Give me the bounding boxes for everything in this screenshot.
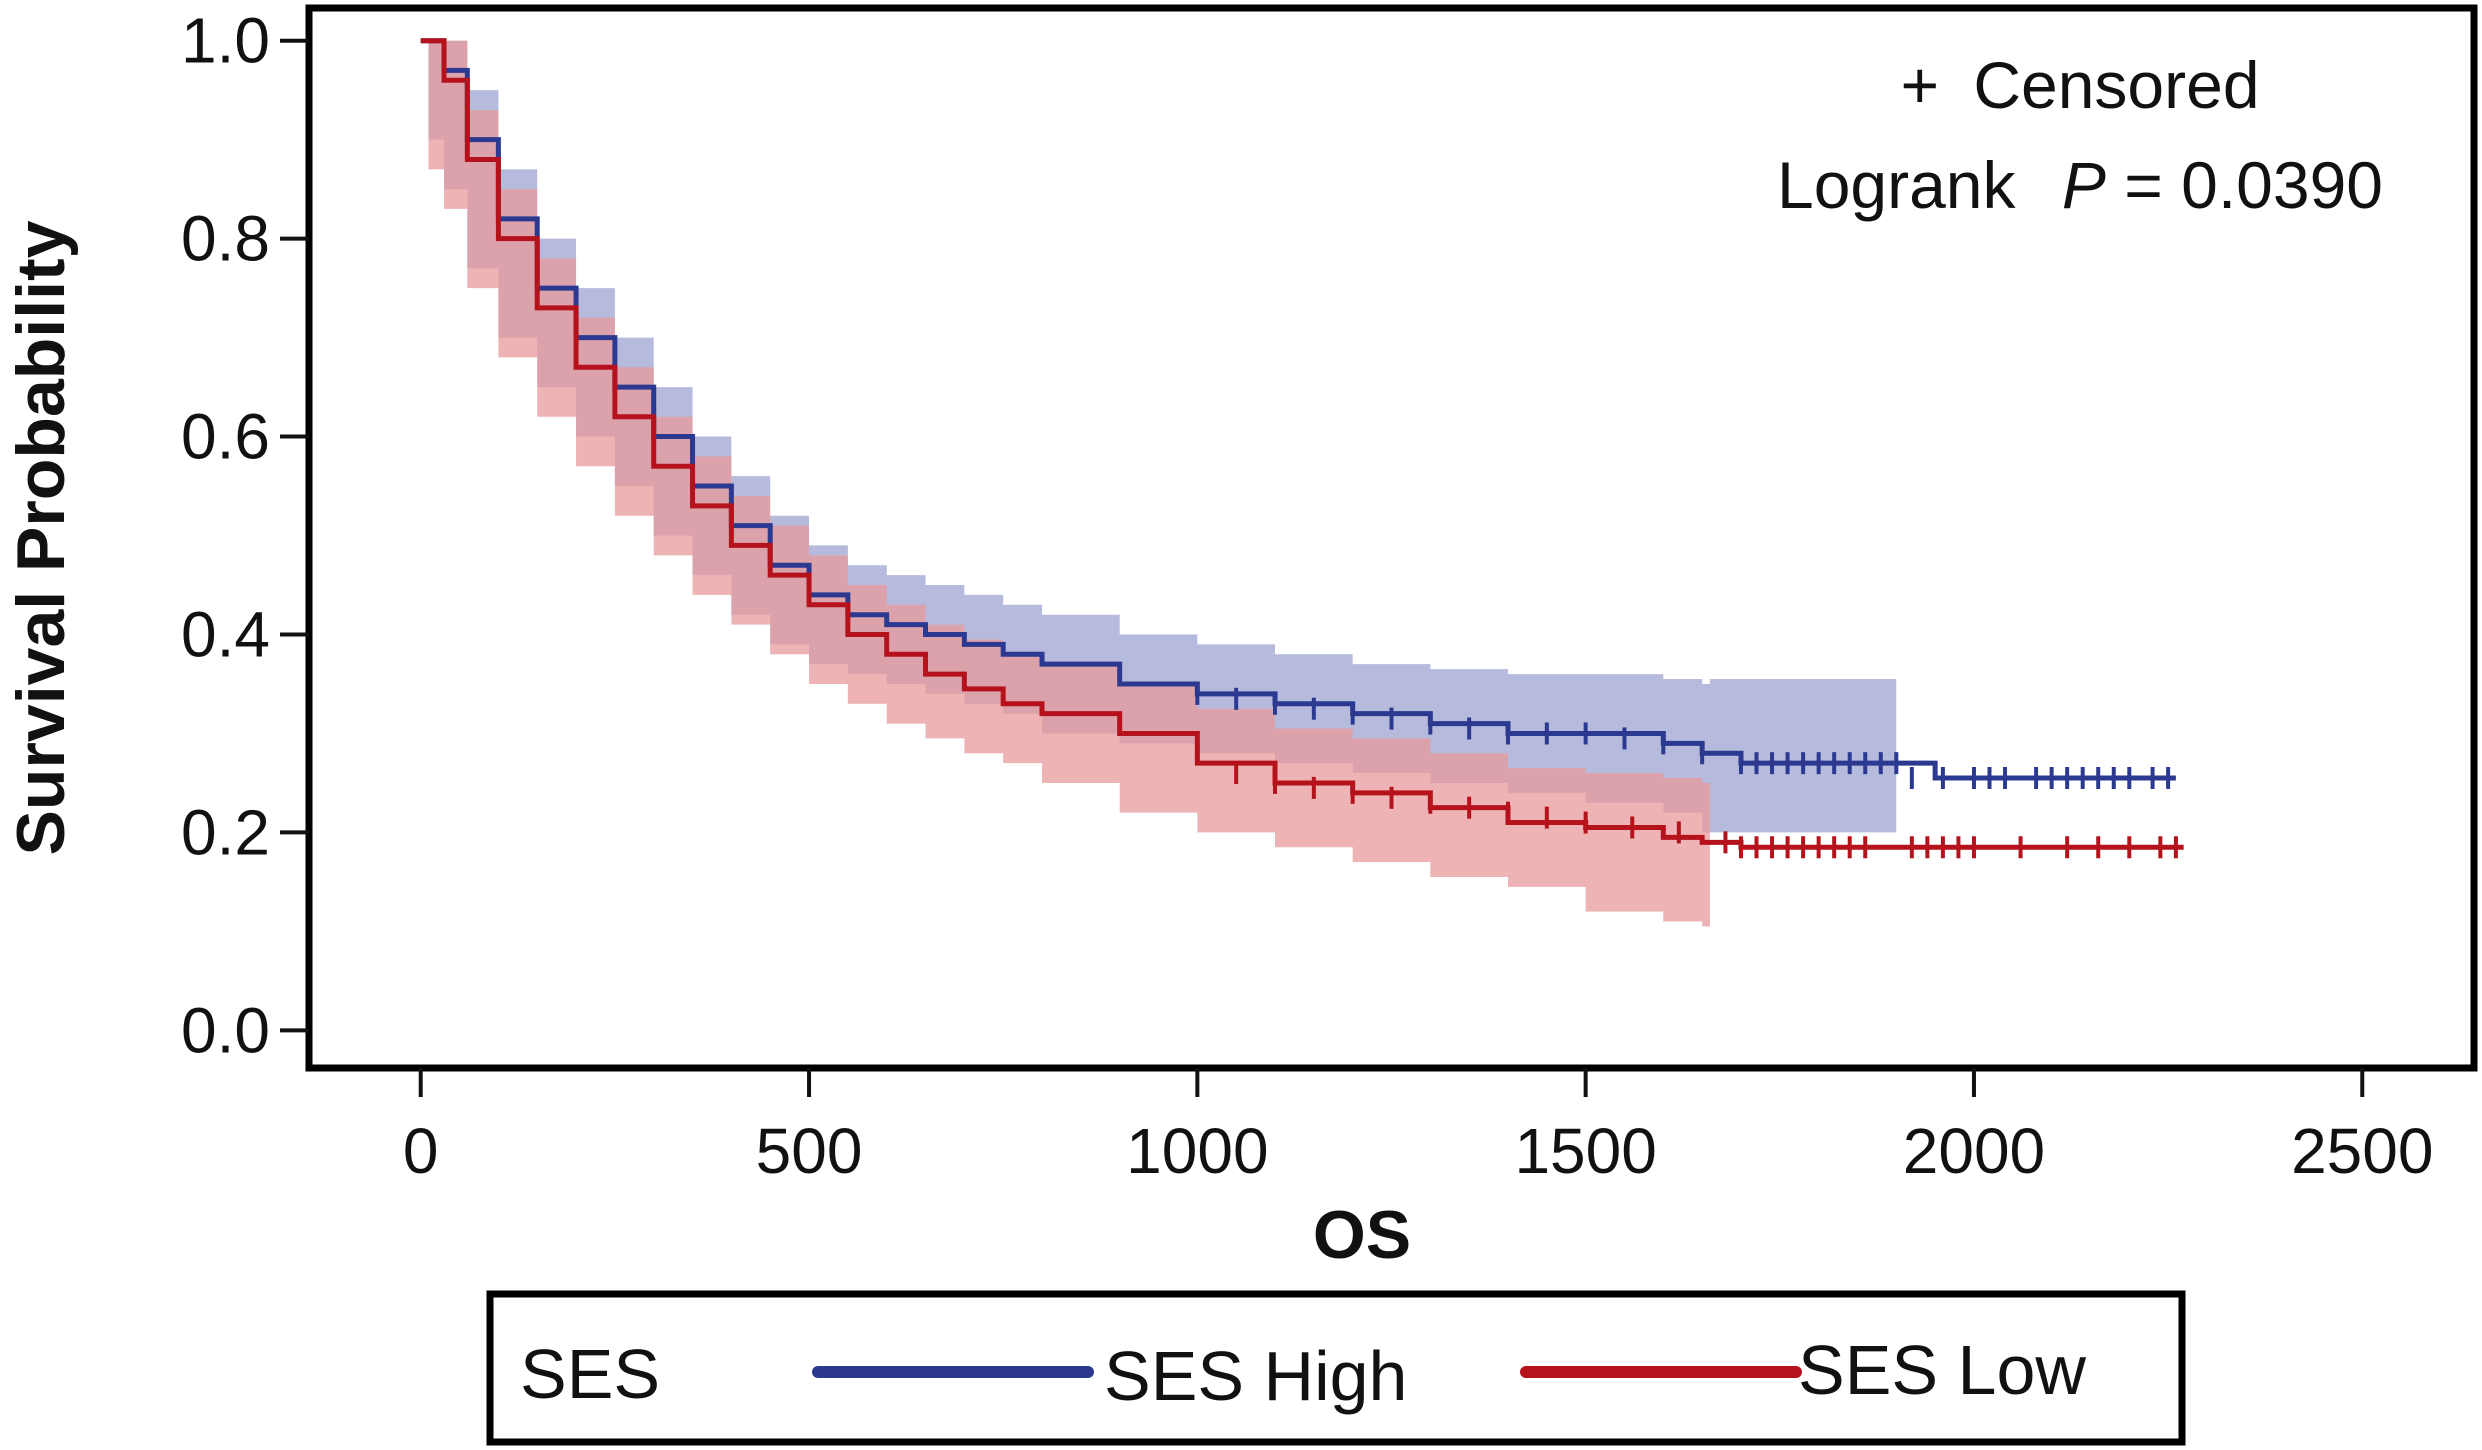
- x-tick-label: 1000: [1126, 1115, 1268, 1187]
- logrank-label: Logrank: [1777, 148, 2017, 222]
- censored-annotation: + Censored: [1900, 48, 2259, 122]
- annotation-block: + Censored Logrank P = 0.0390: [1777, 48, 2383, 222]
- legend: SES SES High SES Low: [486, 1290, 2186, 1446]
- ci-band-ses-low: [420, 40, 1710, 927]
- logrank-annotation: Logrank P = 0.0390: [1777, 148, 2383, 222]
- p-value: = 0.0390: [2124, 148, 2383, 222]
- censored-mark: +: [1900, 48, 1939, 122]
- legend-title: SES: [520, 1335, 660, 1413]
- legend-label-ses-high: SES High: [1104, 1337, 1407, 1415]
- x-tick-label: 2000: [1903, 1115, 2045, 1187]
- x-tick-label: 0: [403, 1115, 439, 1187]
- y-tick-label: 0.0: [181, 994, 270, 1066]
- y-axis: 0.0 0.2 0.4 0.6 0.8 1.0: [181, 5, 309, 1066]
- x-tick-label: 1500: [1514, 1115, 1656, 1187]
- y-tick-label: 1.0: [181, 5, 270, 77]
- legend-frame: [486, 1290, 2186, 1446]
- censored-label: Censored: [1973, 48, 2259, 122]
- x-axis-title: OS: [1313, 1197, 1411, 1273]
- y-tick-label: 0.6: [181, 401, 270, 473]
- x-tick-label: 2500: [2291, 1115, 2433, 1187]
- x-axis: 0 500 1000 1500 2000 2500: [403, 1068, 2433, 1187]
- y-tick-label: 0.2: [181, 796, 270, 868]
- x-tick-label: 500: [756, 1115, 863, 1187]
- y-tick-label: 0.4: [181, 598, 270, 670]
- confidence-bands: [420, 40, 1897, 927]
- censor-marks: [1195, 682, 2178, 859]
- plot-frame: [305, 4, 2478, 1072]
- y-tick-label: 0.8: [181, 203, 270, 275]
- legend-label-ses-low: SES Low: [1798, 1331, 2086, 1409]
- survival-line-ses-high: [420, 38, 2176, 781]
- p-label: P: [2062, 148, 2106, 222]
- y-axis-title: Survival Probability: [3, 220, 79, 855]
